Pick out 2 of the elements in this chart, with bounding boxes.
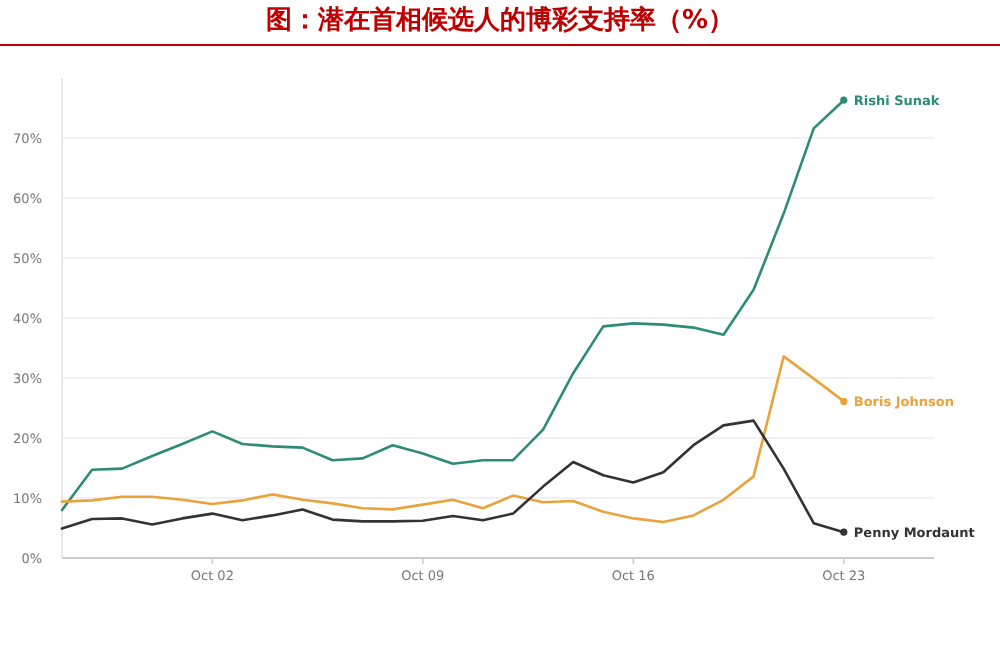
- line-series: [60, 96, 848, 512]
- chart-title: 图：潜在首相候选人的博彩支持率（%）: [0, 4, 1000, 46]
